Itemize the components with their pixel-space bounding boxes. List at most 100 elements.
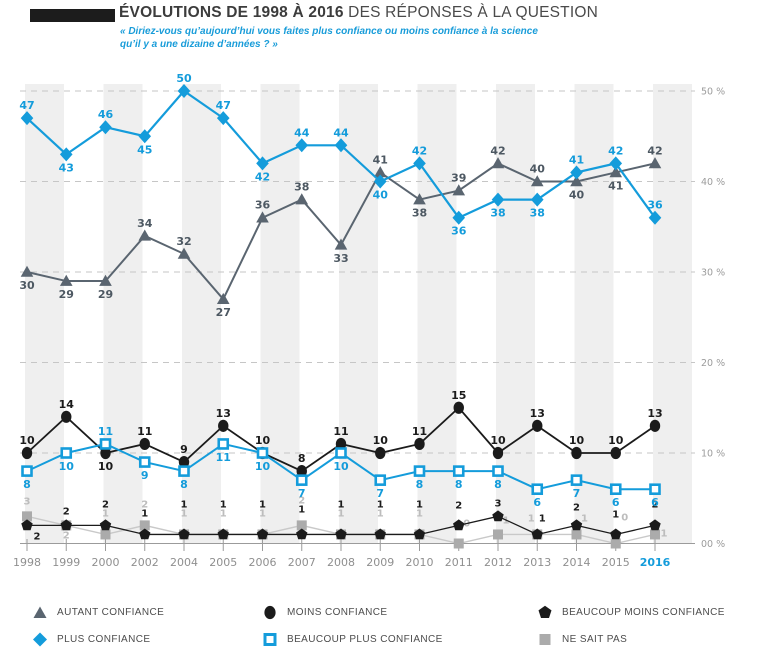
confidence-line-chart: 00 %10 %20 %30 %40 %50 %1998 1999 2000 2002… xyxy=(13,72,725,569)
svg-text:44: 44 xyxy=(333,126,349,139)
svg-text:3: 3 xyxy=(495,498,502,509)
svg-text:2: 2 xyxy=(63,530,70,541)
svg-text:10: 10 xyxy=(333,460,349,473)
svg-text:2: 2 xyxy=(141,499,148,510)
svg-text:2016: 2016 xyxy=(640,556,671,569)
legend-item-ne-sait-pas: NE SAIT PAS xyxy=(537,632,627,647)
svg-text:30 %: 30 % xyxy=(701,268,725,279)
legend-item-autant-confiance: AUTANT CONFIANCE xyxy=(32,605,164,620)
svg-text:2: 2 xyxy=(102,499,109,510)
chart-subtitle: « Diriez-vous qu’aujourd’hui vous faites… xyxy=(120,25,538,51)
svg-text:39: 39 xyxy=(451,172,466,185)
svg-text:1: 1 xyxy=(416,508,423,519)
svg-text:46: 46 xyxy=(98,108,114,121)
svg-text:45: 45 xyxy=(137,143,152,156)
svg-text:20 %: 20 % xyxy=(701,358,725,369)
svg-text:1: 1 xyxy=(377,499,384,510)
y-axis-labels: 00 % 10 % 20 % 30 % 40 % 50 % xyxy=(701,87,725,551)
svg-text:38: 38 xyxy=(490,207,505,220)
svg-text:32: 32 xyxy=(176,235,191,248)
svg-text:42: 42 xyxy=(490,144,505,157)
svg-text:2012: 2012 xyxy=(484,556,512,569)
svg-text:27: 27 xyxy=(216,306,231,319)
svg-text:8: 8 xyxy=(494,478,502,491)
svg-text:1: 1 xyxy=(181,499,188,510)
svg-text:2: 2 xyxy=(63,506,70,517)
svg-text:10: 10 xyxy=(608,434,624,447)
svg-text:1: 1 xyxy=(181,508,188,519)
svg-text:38: 38 xyxy=(412,207,427,220)
chart-subtitle-line2: qu’il y a une dizaine d’années ? » xyxy=(120,39,278,50)
svg-text:1: 1 xyxy=(416,499,423,510)
svg-text:15: 15 xyxy=(451,389,466,402)
svg-text:00 %: 00 % xyxy=(701,539,725,550)
svg-text:10: 10 xyxy=(255,460,271,473)
svg-text:11: 11 xyxy=(333,425,348,438)
svg-text:29: 29 xyxy=(98,288,113,301)
svg-text:8: 8 xyxy=(455,478,463,491)
svg-text:1: 1 xyxy=(259,508,266,519)
legend-item-beaucoup-plus-confiance: BEAUCOUP PLUS CONFIANCE xyxy=(262,632,443,647)
svg-text:40: 40 xyxy=(530,163,546,176)
svg-text:40: 40 xyxy=(373,189,389,202)
svg-text:36: 36 xyxy=(255,199,271,212)
svg-text:2: 2 xyxy=(455,500,462,511)
svg-text:3: 3 xyxy=(24,496,31,507)
legend-item-plus-confiance: PLUS CONFIANCE xyxy=(32,632,150,647)
svg-text:33: 33 xyxy=(333,252,348,265)
svg-text:11: 11 xyxy=(412,425,427,438)
svg-text:41: 41 xyxy=(569,153,584,166)
svg-text:10: 10 xyxy=(255,434,271,447)
series-moins-confiance: 10 14 10 11 9 13 10 8 11 10 11 15 10 13 10 10 13 xyxy=(19,389,663,478)
svg-text:2005: 2005 xyxy=(209,556,237,569)
svg-text:1: 1 xyxy=(661,528,668,539)
svg-text:10: 10 xyxy=(373,434,389,447)
svg-text:50 %: 50 % xyxy=(701,87,725,98)
svg-text:2002: 2002 xyxy=(131,556,159,569)
series-autant-confiance: 30 29 29 34 32 27 36 38 33 41 38 39 42 40 40 41 42 xyxy=(19,144,662,319)
svg-text:44: 44 xyxy=(294,126,310,139)
svg-text:1: 1 xyxy=(581,513,588,524)
circle-marker-icon xyxy=(264,605,276,620)
legend-item-moins-confiance: MOINS CONFIANCE xyxy=(262,605,387,620)
svg-text:7: 7 xyxy=(298,487,306,500)
triangle-marker-icon xyxy=(33,606,47,618)
svg-text:1: 1 xyxy=(220,508,227,519)
svg-text:11: 11 xyxy=(98,425,113,438)
svg-text:2006: 2006 xyxy=(249,556,277,569)
legend-label: MOINS CONFIANCE xyxy=(287,607,388,618)
gray-square-marker-icon xyxy=(539,634,551,645)
page-title-bold: ÉVOLUTIONS DE 1998 À 2016 xyxy=(119,4,344,21)
svg-text:1: 1 xyxy=(102,508,109,519)
svg-text:2013: 2013 xyxy=(523,556,551,569)
svg-text:1: 1 xyxy=(377,508,384,519)
svg-text:6: 6 xyxy=(612,496,620,509)
column-bands xyxy=(25,84,692,544)
svg-text:14: 14 xyxy=(59,398,75,411)
svg-text:42: 42 xyxy=(255,170,270,183)
svg-text:50: 50 xyxy=(176,72,192,85)
svg-text:13: 13 xyxy=(530,407,545,420)
page-title: ÉVOLUTIONS DE 1998 À 2016 DES RÉPONSES À… xyxy=(119,4,598,22)
svg-text:2: 2 xyxy=(298,495,305,506)
svg-text:8: 8 xyxy=(180,478,188,491)
legend-label: NE SAIT PAS xyxy=(562,634,628,645)
svg-text:6: 6 xyxy=(651,496,659,509)
svg-text:2014: 2014 xyxy=(563,556,591,569)
svg-text:1: 1 xyxy=(141,508,148,519)
svg-text:30: 30 xyxy=(19,279,35,292)
svg-text:36: 36 xyxy=(451,225,467,238)
svg-text:1: 1 xyxy=(220,499,227,510)
svg-text:1: 1 xyxy=(612,509,619,520)
svg-text:11: 11 xyxy=(137,425,152,438)
chart-subtitle-line1: « Diriez-vous qu’aujourd’hui vous faites… xyxy=(120,26,538,37)
svg-text:8: 8 xyxy=(298,452,306,465)
legend-item-beaucoup-moins-confiance: BEAUCOUP MOINS CONFIANCE xyxy=(537,605,725,620)
title-bar-accent xyxy=(30,9,115,22)
svg-text:42: 42 xyxy=(608,144,623,157)
svg-text:38: 38 xyxy=(530,207,545,220)
svg-text:8: 8 xyxy=(416,478,424,491)
svg-text:9: 9 xyxy=(141,469,149,482)
